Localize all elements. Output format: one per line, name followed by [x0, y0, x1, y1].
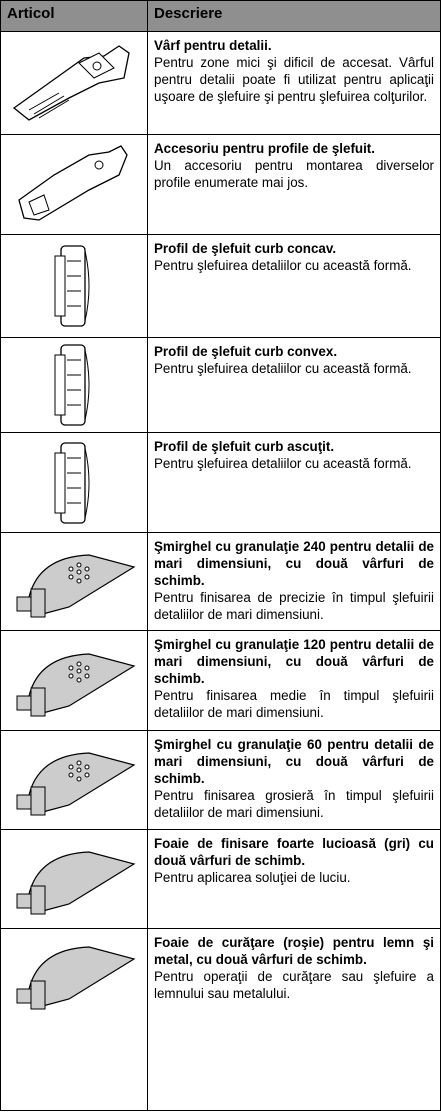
- row: Profil de şlefuit curb concav. Pentru şle…: [0, 234, 441, 338]
- icon-cell: [0, 31, 148, 135]
- item-title: Accesoriu pentru profile de şlefuit.: [154, 141, 375, 156]
- item-title: Foaie de finisare foarte lucioasă (gri) …: [154, 836, 434, 868]
- description-cell: Profil de şlefuit curb concav. Pentru şle…: [147, 234, 441, 338]
- row: Şmirghel cu granulaţie 60 pentru detalii…: [0, 730, 441, 830]
- description-cell: Accesoriu pentru profile de şlefuit. Un a…: [147, 134, 441, 235]
- icon-cell: [0, 630, 148, 731]
- item-title: Profil de şlefuit curb concav.: [154, 241, 337, 256]
- icon: [49, 241, 99, 331]
- icon-cell: [0, 829, 148, 929]
- item-text: Pentru finisarea medie în timpul şlefuir…: [154, 688, 434, 720]
- row: Şmirghel cu granulaţie 120 pentru detali…: [0, 630, 441, 731]
- icon-cell: [0, 730, 148, 830]
- description-cell: Şmirghel cu granulaţie 240 pentru detali…: [147, 532, 441, 631]
- icon: [9, 140, 139, 230]
- row: Foaie de finisare foarte lucioasă (gri) …: [0, 829, 441, 929]
- header-cell: Articol: [0, 0, 148, 32]
- icon: [9, 38, 139, 128]
- row: Profil de şlefuit curb convex. Pentru şle…: [0, 337, 441, 433]
- item-text: Pentru aplicarea soluţiei de luciu.: [154, 870, 351, 885]
- item-title: Şmirghel cu granulaţie 60 pentru detalii…: [154, 737, 434, 786]
- item-title: Profil de şlefuit curb convex.: [154, 344, 338, 359]
- item-text: Un accesoriu pentru montarea diverselor …: [154, 158, 434, 190]
- item-title: Şmirghel cu granulaţie 240 pentru detali…: [154, 539, 434, 588]
- description-cell: Foaie de curăţare (roşie) pentru lemn şi…: [147, 928, 441, 1111]
- description-cell: Vârf pentru detalii. Pentru zone mici şi …: [147, 31, 441, 135]
- row: Profil de şlefuit curb ascuţit. Pentru şl…: [0, 432, 441, 533]
- icon-cell: [0, 532, 148, 631]
- row: Vârf pentru detalii. Pentru zone mici şi …: [0, 31, 441, 135]
- item-title: Şmirghel cu granulaţie 120 pentru detali…: [154, 637, 434, 686]
- icon-cell: [0, 432, 148, 533]
- item-text: Pentru finisarea de precizie în timpul ş…: [154, 590, 434, 622]
- icon-cell: [0, 134, 148, 235]
- description-cell: Şmirghel cu granulaţie 120 pentru detali…: [147, 630, 441, 731]
- icon: [49, 340, 99, 430]
- icon-cell: [0, 234, 148, 338]
- item-title: Profil de şlefuit curb ascuţit.: [154, 439, 335, 454]
- row: Foaie de curăţare (roşie) pentru lemn şi…: [0, 928, 441, 1111]
- icon-cell: [0, 337, 148, 433]
- icon: [9, 834, 139, 924]
- icon-cell: [0, 928, 148, 1111]
- item-title: Vârf pentru detalii.: [154, 38, 272, 53]
- item-text: Pentru finisarea grosieră în timpul şlef…: [154, 788, 434, 820]
- icon: [9, 636, 139, 726]
- item-text: Pentru şlefuirea detaliilor cu această f…: [154, 361, 412, 376]
- description-cell: Foaie de finisare foarte lucioasă (gri) …: [147, 829, 441, 929]
- icon: [9, 735, 139, 825]
- row: Şmirghel cu granulaţie 240 pentru detali…: [0, 532, 441, 631]
- header-cell: Descriere: [147, 0, 441, 32]
- icon: [9, 929, 139, 1019]
- item-title: Foaie de curăţare (roşie) pentru lemn şi…: [154, 935, 434, 967]
- icon: [49, 438, 99, 528]
- description-cell: Şmirghel cu granulaţie 60 pentru detalii…: [147, 730, 441, 830]
- item-text: Pentru operaţii de curăţare sau şlefuire…: [154, 969, 434, 1001]
- item-text: Pentru zone mici şi dificil de accesat. …: [154, 55, 434, 104]
- description-cell: Profil de şlefuit curb convex. Pentru şle…: [147, 337, 441, 433]
- description-cell: Profil de şlefuit curb ascuţit. Pentru şl…: [147, 432, 441, 533]
- row: Accesoriu pentru profile de şlefuit. Un a…: [0, 134, 441, 235]
- item-text: Pentru şlefuirea detaliilor cu această f…: [154, 258, 412, 273]
- item-text: Pentru şlefuirea detaliilor cu această f…: [154, 456, 412, 471]
- icon: [9, 537, 139, 627]
- header-row: Articol Descriere: [0, 0, 441, 32]
